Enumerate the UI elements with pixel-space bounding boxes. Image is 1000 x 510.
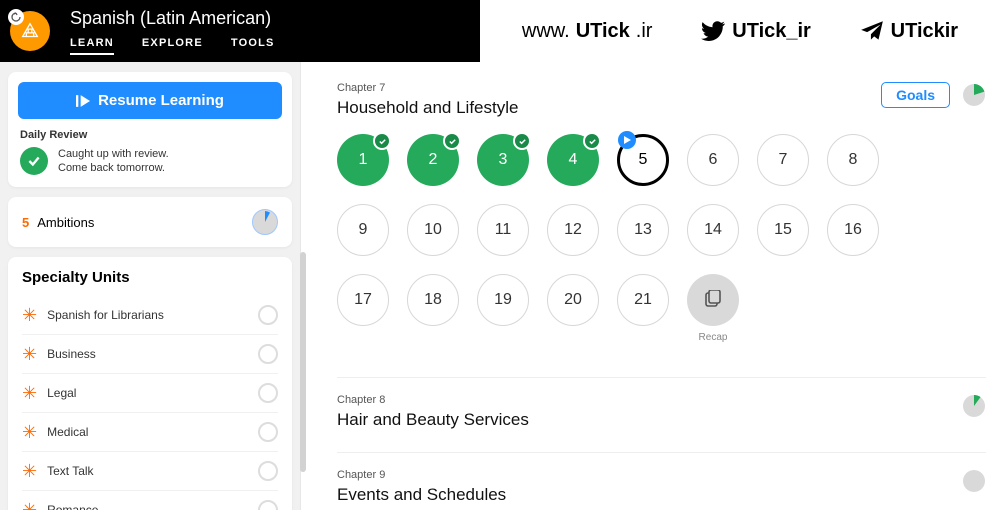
lesson-7[interactable]: 7 <box>757 134 809 186</box>
pyramid-icon <box>19 20 41 42</box>
lesson-11[interactable]: 11 <box>477 204 529 256</box>
specialty-units-title: Specialty Units <box>22 269 278 286</box>
chapter-8-header[interactable]: Chapter 8 Hair and Beauty Services <box>337 378 994 438</box>
specialty-item-label: Legal <box>47 386 76 400</box>
radio-icon[interactable] <box>258 383 278 403</box>
nav-learn[interactable]: LEARN <box>70 37 114 55</box>
lesson-4[interactable]: 4 <box>547 134 599 186</box>
chapter-7-meta: Chapter 7 <box>337 82 518 94</box>
telegram-icon <box>859 18 885 44</box>
lesson-8[interactable]: 8 <box>827 134 879 186</box>
play-icon <box>76 94 90 108</box>
lesson-12[interactable]: 12 <box>547 204 599 256</box>
sidebar-scrollbar[interactable] <box>300 252 306 472</box>
spark-icon: ✳ <box>22 464 37 478</box>
back-icon[interactable] <box>8 9 24 25</box>
spark-icon: ✳ <box>22 386 37 400</box>
lesson-15[interactable]: 15 <box>757 204 809 256</box>
specialty-item-label: Medical <box>47 425 88 439</box>
lesson-2[interactable]: 2 <box>407 134 459 186</box>
specialty-item-label: Business <box>47 347 96 361</box>
specialty-item[interactable]: ✳ Text Talk <box>22 451 278 490</box>
lesson-21[interactable]: 21 <box>617 274 669 326</box>
ambitions-label: Ambitions <box>37 215 94 230</box>
recap-icon <box>703 290 723 310</box>
main-nav: LEARN EXPLORE TOOLS <box>70 37 275 55</box>
promo-telegram: UTickir <box>859 18 958 44</box>
top-bar-left: Spanish (Latin American) LEARN EXPLORE T… <box>0 0 480 62</box>
spark-icon: ✳ <box>22 308 37 322</box>
lesson-5[interactable]: 5 <box>617 134 669 186</box>
chapter-7-title: Household and Lifestyle <box>337 98 518 118</box>
checkmark-icon <box>373 132 391 150</box>
language-title: Spanish (Latin American) <box>70 8 275 29</box>
specialty-item-label: Text Talk <box>47 464 93 478</box>
twitter-icon <box>700 18 726 44</box>
lesson-18[interactable]: 18 <box>407 274 459 326</box>
checkmark-icon <box>513 132 531 150</box>
specialty-item[interactable]: ✳ Romance <box>22 490 278 510</box>
spark-icon: ✳ <box>22 425 37 439</box>
lesson-14[interactable]: 14 <box>687 204 739 256</box>
promo-twitter: UTick_ir <box>700 18 811 44</box>
radio-icon[interactable] <box>258 422 278 442</box>
ambitions-card[interactable]: 5 Ambitions <box>8 197 292 247</box>
goals-button[interactable]: Goals <box>881 82 950 108</box>
specialty-item[interactable]: ✳ Medical <box>22 412 278 451</box>
lesson-13[interactable]: 13 <box>617 204 669 256</box>
specialty-item-label: Romance <box>47 503 98 510</box>
play-icon <box>618 131 636 149</box>
specialty-item[interactable]: ✳ Spanish for Librarians <box>22 296 278 334</box>
radio-icon[interactable] <box>258 461 278 481</box>
specialty-units-card: Specialty Units ✳Spanish for Librarians✳… <box>8 257 292 510</box>
chapter-9-progress-icon <box>962 469 986 493</box>
lesson-9[interactable]: 9 <box>337 204 389 256</box>
daily-review-title: Daily Review <box>20 129 280 141</box>
lesson-19[interactable]: 19 <box>477 274 529 326</box>
nav-explore[interactable]: EXPLORE <box>142 37 203 55</box>
chapter-7-header: Chapter 7 Household and Lifestyle Goals <box>337 62 994 134</box>
specialty-item-label: Spanish for Librarians <box>47 308 164 322</box>
ambitions-progress-icon <box>252 209 278 235</box>
ambitions-count: 5 <box>22 215 29 230</box>
resume-card: Resume Learning Daily Review Caught up w… <box>8 72 292 187</box>
main-content: Chapter 7 Household and Lifestyle Goals … <box>300 62 1000 510</box>
lesson-grid: 123456789101112131415161718192021Recap <box>337 134 994 363</box>
radio-icon[interactable] <box>258 500 278 510</box>
daily-review-text: Caught up with review. Come back tomorro… <box>58 147 169 175</box>
chapter-8-progress-icon <box>962 394 986 418</box>
checkmark-icon <box>443 132 461 150</box>
top-bar-right: www.UTick.ir UTick_ir UTickir <box>480 0 1000 62</box>
resume-learning-button[interactable]: Resume Learning <box>18 82 282 119</box>
lesson-3[interactable]: 3 <box>477 134 529 186</box>
check-icon <box>20 147 48 175</box>
lesson-1[interactable]: 1 <box>337 134 389 186</box>
chapter-9-header[interactable]: Chapter 9 Events and Schedules <box>337 453 994 510</box>
lesson-20[interactable]: 20 <box>547 274 599 326</box>
chapter-7-progress-icon <box>962 83 986 107</box>
checkmark-icon <box>583 132 601 150</box>
spark-icon: ✳ <box>22 503 37 510</box>
specialty-item[interactable]: ✳ Business <box>22 334 278 373</box>
promo-website: www.UTick.ir <box>522 20 653 43</box>
radio-icon[interactable] <box>258 344 278 364</box>
lesson-6[interactable]: 6 <box>687 134 739 186</box>
lesson-17[interactable]: 17 <box>337 274 389 326</box>
lesson-16[interactable]: 16 <box>827 204 879 256</box>
language-icon[interactable] <box>10 11 50 51</box>
lesson-10[interactable]: 10 <box>407 204 459 256</box>
spark-icon: ✳ <box>22 347 37 361</box>
nav-tools[interactable]: TOOLS <box>231 37 275 55</box>
top-bar: Spanish (Latin American) LEARN EXPLORE T… <box>0 0 1000 62</box>
radio-icon[interactable] <box>258 305 278 325</box>
sidebar: Resume Learning Daily Review Caught up w… <box>0 62 300 510</box>
lesson-recap[interactable]: Recap <box>687 274 739 343</box>
specialty-item[interactable]: ✳ Legal <box>22 373 278 412</box>
